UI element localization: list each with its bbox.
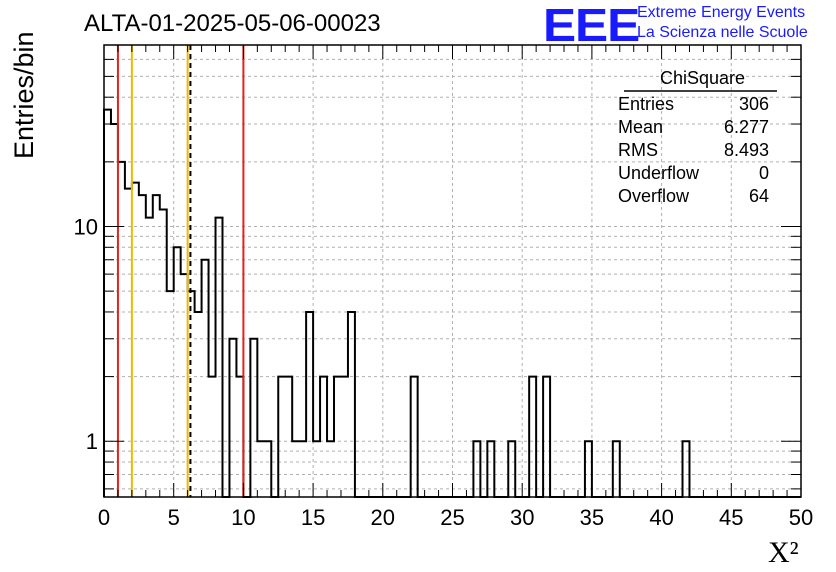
y-tick-label: 10 [74,214,98,239]
eee-logo: EEE [543,0,640,51]
x-tick-label: 25 [440,505,464,530]
x-tick-label: 30 [510,505,534,530]
histogram-bin [285,377,292,497]
histogram-bin [334,377,341,497]
stats-row-value: 8.493 [724,140,769,160]
histogram-bin [202,260,209,497]
stats-rows: Entries 306 Mean 6.277 RMS 8.493 Underflow 0 Ove… [618,94,769,206]
stats-row-value: 0 [759,163,769,183]
histogram-bin [229,339,236,497]
histogram-bin [341,377,348,497]
histogram-bin [236,377,243,497]
histogram-bin [139,195,146,497]
histogram-bin [167,291,174,497]
logo-text-line-2: La Scienza nelle Scuole [637,24,808,41]
x-tick-label: 35 [580,505,604,530]
histogram-bin [160,209,167,497]
x-tick-label: 45 [719,505,743,530]
histogram-bin [104,110,111,497]
stats-row-value: 64 [749,186,769,206]
x-tick-label: 0 [98,505,110,530]
histogram-bin [209,377,216,497]
histogram-bin [188,291,195,497]
histogram-bin [543,377,550,497]
stats-row-label: Mean [618,117,663,137]
histogram-bin [174,247,181,497]
histogram-bin [153,195,160,497]
stats-row-label: Underflow [618,163,700,183]
histogram-bin [181,274,188,497]
histogram-bin [132,183,139,497]
histogram-bin [278,377,285,497]
stats-row-value: 6.277 [724,117,769,137]
plot-frame: 0 5 10 15 20 25 30 35 40 45 50 1 10 [74,44,813,530]
histogram-bin [250,339,257,497]
stats-row-value: 306 [739,94,769,114]
x-tick-label: 10 [231,505,255,530]
histogram-bin [529,377,536,497]
histogram-bin [320,377,327,497]
y-tick-label: 1 [86,429,98,454]
stats-row-label: Entries [618,94,674,114]
logo-text-line-1: Extreme Energy Events [637,4,806,21]
histogram-bin [411,377,418,497]
x-tick-label: 5 [168,505,180,530]
plot-title: ALTA-01-2025-05-06-00023 [84,10,381,37]
x-tick-label: 40 [649,505,673,530]
stats-row-label: RMS [618,140,658,160]
threshold-lines [116,45,245,497]
x-tick-label: 15 [301,505,325,530]
stats-row-label: Overflow [618,186,690,206]
histogram-bin [348,312,355,497]
x-axis-label: X² [768,536,799,569]
stats-box: ChiSquare Entries 306 Mean 6.277 RMS 8.493 Und… [618,68,777,206]
x-tick-label: 20 [371,505,395,530]
stats-title: ChiSquare [660,68,745,88]
histogram-bin [306,312,313,497]
histogram-bin [118,162,125,497]
x-tick-label: 50 [789,505,813,530]
histogram-bin [195,312,202,497]
